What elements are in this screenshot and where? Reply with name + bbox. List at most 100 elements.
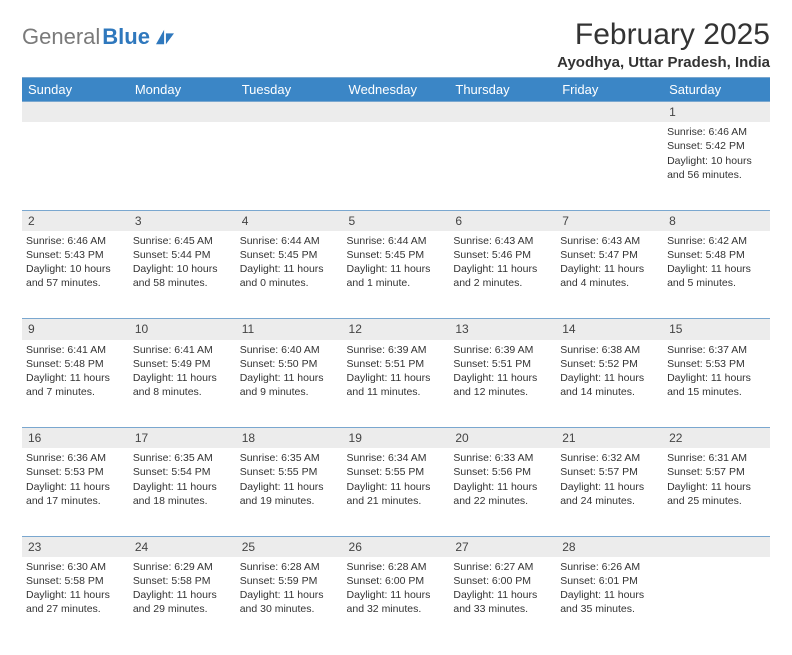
day-sunrise: Sunrise: 6:27 AM — [453, 560, 552, 574]
weekday-heading: Tuesday — [236, 78, 343, 102]
day-cell: Sunrise: 6:26 AMSunset: 6:01 PMDaylight:… — [556, 557, 663, 645]
brand-gray: General — [22, 24, 100, 50]
day-number: 14 — [556, 319, 663, 340]
day-day2: and 5 minutes. — [667, 276, 766, 290]
day-cell: Sunrise: 6:46 AMSunset: 5:42 PMDaylight:… — [663, 122, 770, 210]
day-day1: Daylight: 11 hours — [240, 480, 339, 494]
day-day2: and 15 minutes. — [667, 385, 766, 399]
day-cell: Sunrise: 6:27 AMSunset: 6:00 PMDaylight:… — [449, 557, 556, 645]
day-number: 23 — [22, 536, 129, 557]
day-number: 24 — [129, 536, 236, 557]
day-day2: and 19 minutes. — [240, 494, 339, 508]
day-day2: and 4 minutes. — [560, 276, 659, 290]
day-sunrise: Sunrise: 6:39 AM — [347, 343, 446, 357]
day-number: 8 — [663, 210, 770, 231]
weekday-heading: Monday — [129, 78, 236, 102]
day-sunset: Sunset: 5:57 PM — [560, 465, 659, 479]
day-cell — [22, 122, 129, 210]
day-cell: Sunrise: 6:35 AMSunset: 5:54 PMDaylight:… — [129, 448, 236, 536]
day-number — [343, 102, 450, 123]
day-sunrise: Sunrise: 6:46 AM — [26, 234, 125, 248]
day-number: 13 — [449, 319, 556, 340]
day-sunrise: Sunrise: 6:38 AM — [560, 343, 659, 357]
day-sunset: Sunset: 5:42 PM — [667, 139, 766, 153]
day-day1: Daylight: 11 hours — [453, 371, 552, 385]
day-cell: Sunrise: 6:28 AMSunset: 6:00 PMDaylight:… — [343, 557, 450, 645]
day-cell — [343, 122, 450, 210]
day-sunrise: Sunrise: 6:26 AM — [560, 560, 659, 574]
day-sunrise: Sunrise: 6:45 AM — [133, 234, 232, 248]
day-number — [236, 102, 343, 123]
day-sunrise: Sunrise: 6:32 AM — [560, 451, 659, 465]
day-cell: Sunrise: 6:39 AMSunset: 5:51 PMDaylight:… — [449, 340, 556, 428]
day-sunrise: Sunrise: 6:35 AM — [240, 451, 339, 465]
day-day2: and 0 minutes. — [240, 276, 339, 290]
day-day1: Daylight: 11 hours — [26, 480, 125, 494]
weekday-heading: Friday — [556, 78, 663, 102]
day-number: 19 — [343, 428, 450, 449]
day-sunrise: Sunrise: 6:36 AM — [26, 451, 125, 465]
day-day1: Daylight: 11 hours — [453, 480, 552, 494]
day-cell — [449, 122, 556, 210]
day-cell: Sunrise: 6:40 AMSunset: 5:50 PMDaylight:… — [236, 340, 343, 428]
detail-row: Sunrise: 6:41 AMSunset: 5:48 PMDaylight:… — [22, 340, 770, 428]
day-number — [663, 536, 770, 557]
day-number: 4 — [236, 210, 343, 231]
day-day2: and 35 minutes. — [560, 602, 659, 616]
day-number: 28 — [556, 536, 663, 557]
day-sunset: Sunset: 5:51 PM — [347, 357, 446, 371]
day-day1: Daylight: 11 hours — [26, 588, 125, 602]
day-day1: Daylight: 11 hours — [133, 371, 232, 385]
day-sunrise: Sunrise: 6:42 AM — [667, 234, 766, 248]
day-day2: and 30 minutes. — [240, 602, 339, 616]
day-number — [449, 102, 556, 123]
day-sunrise: Sunrise: 6:29 AM — [133, 560, 232, 574]
day-sunset: Sunset: 5:58 PM — [26, 574, 125, 588]
day-sunset: Sunset: 5:57 PM — [667, 465, 766, 479]
brand-logo: General Blue — [22, 18, 176, 50]
day-cell — [556, 122, 663, 210]
day-sunrise: Sunrise: 6:33 AM — [453, 451, 552, 465]
day-cell: Sunrise: 6:32 AMSunset: 5:57 PMDaylight:… — [556, 448, 663, 536]
weekday-heading: Thursday — [449, 78, 556, 102]
day-sunset: Sunset: 5:45 PM — [240, 248, 339, 262]
detail-row: Sunrise: 6:46 AMSunset: 5:43 PMDaylight:… — [22, 231, 770, 319]
calendar-page: General Blue February 2025 Ayodhya, Utta… — [0, 0, 792, 655]
day-number: 18 — [236, 428, 343, 449]
day-day1: Daylight: 11 hours — [560, 262, 659, 276]
day-number: 9 — [22, 319, 129, 340]
day-day1: Daylight: 11 hours — [560, 588, 659, 602]
day-number: 21 — [556, 428, 663, 449]
day-cell: Sunrise: 6:36 AMSunset: 5:53 PMDaylight:… — [22, 448, 129, 536]
detail-row: Sunrise: 6:46 AMSunset: 5:42 PMDaylight:… — [22, 122, 770, 210]
day-day2: and 9 minutes. — [240, 385, 339, 399]
day-day2: and 18 minutes. — [133, 494, 232, 508]
day-number: 27 — [449, 536, 556, 557]
weekday-heading: Saturday — [663, 78, 770, 102]
day-sunrise: Sunrise: 6:39 AM — [453, 343, 552, 357]
day-sunset: Sunset: 5:50 PM — [240, 357, 339, 371]
day-day1: Daylight: 11 hours — [453, 262, 552, 276]
weekday-header-row: Sunday Monday Tuesday Wednesday Thursday… — [22, 78, 770, 102]
day-cell: Sunrise: 6:43 AMSunset: 5:47 PMDaylight:… — [556, 231, 663, 319]
day-cell — [236, 122, 343, 210]
day-day2: and 33 minutes. — [453, 602, 552, 616]
day-sunrise: Sunrise: 6:41 AM — [26, 343, 125, 357]
day-number: 1 — [663, 102, 770, 123]
day-sunrise: Sunrise: 6:41 AM — [133, 343, 232, 357]
day-sunset: Sunset: 5:53 PM — [667, 357, 766, 371]
day-day2: and 25 minutes. — [667, 494, 766, 508]
day-cell: Sunrise: 6:42 AMSunset: 5:48 PMDaylight:… — [663, 231, 770, 319]
day-sunset: Sunset: 5:51 PM — [453, 357, 552, 371]
day-number: 20 — [449, 428, 556, 449]
day-cell: Sunrise: 6:46 AMSunset: 5:43 PMDaylight:… — [22, 231, 129, 319]
day-sunrise: Sunrise: 6:46 AM — [667, 125, 766, 139]
day-cell: Sunrise: 6:34 AMSunset: 5:55 PMDaylight:… — [343, 448, 450, 536]
day-sunrise: Sunrise: 6:31 AM — [667, 451, 766, 465]
daynum-row: 16171819202122 — [22, 428, 770, 449]
day-sunset: Sunset: 5:56 PM — [453, 465, 552, 479]
day-day2: and 11 minutes. — [347, 385, 446, 399]
brand-blue: Blue — [102, 24, 150, 50]
day-day2: and 29 minutes. — [133, 602, 232, 616]
day-day1: Daylight: 11 hours — [667, 480, 766, 494]
